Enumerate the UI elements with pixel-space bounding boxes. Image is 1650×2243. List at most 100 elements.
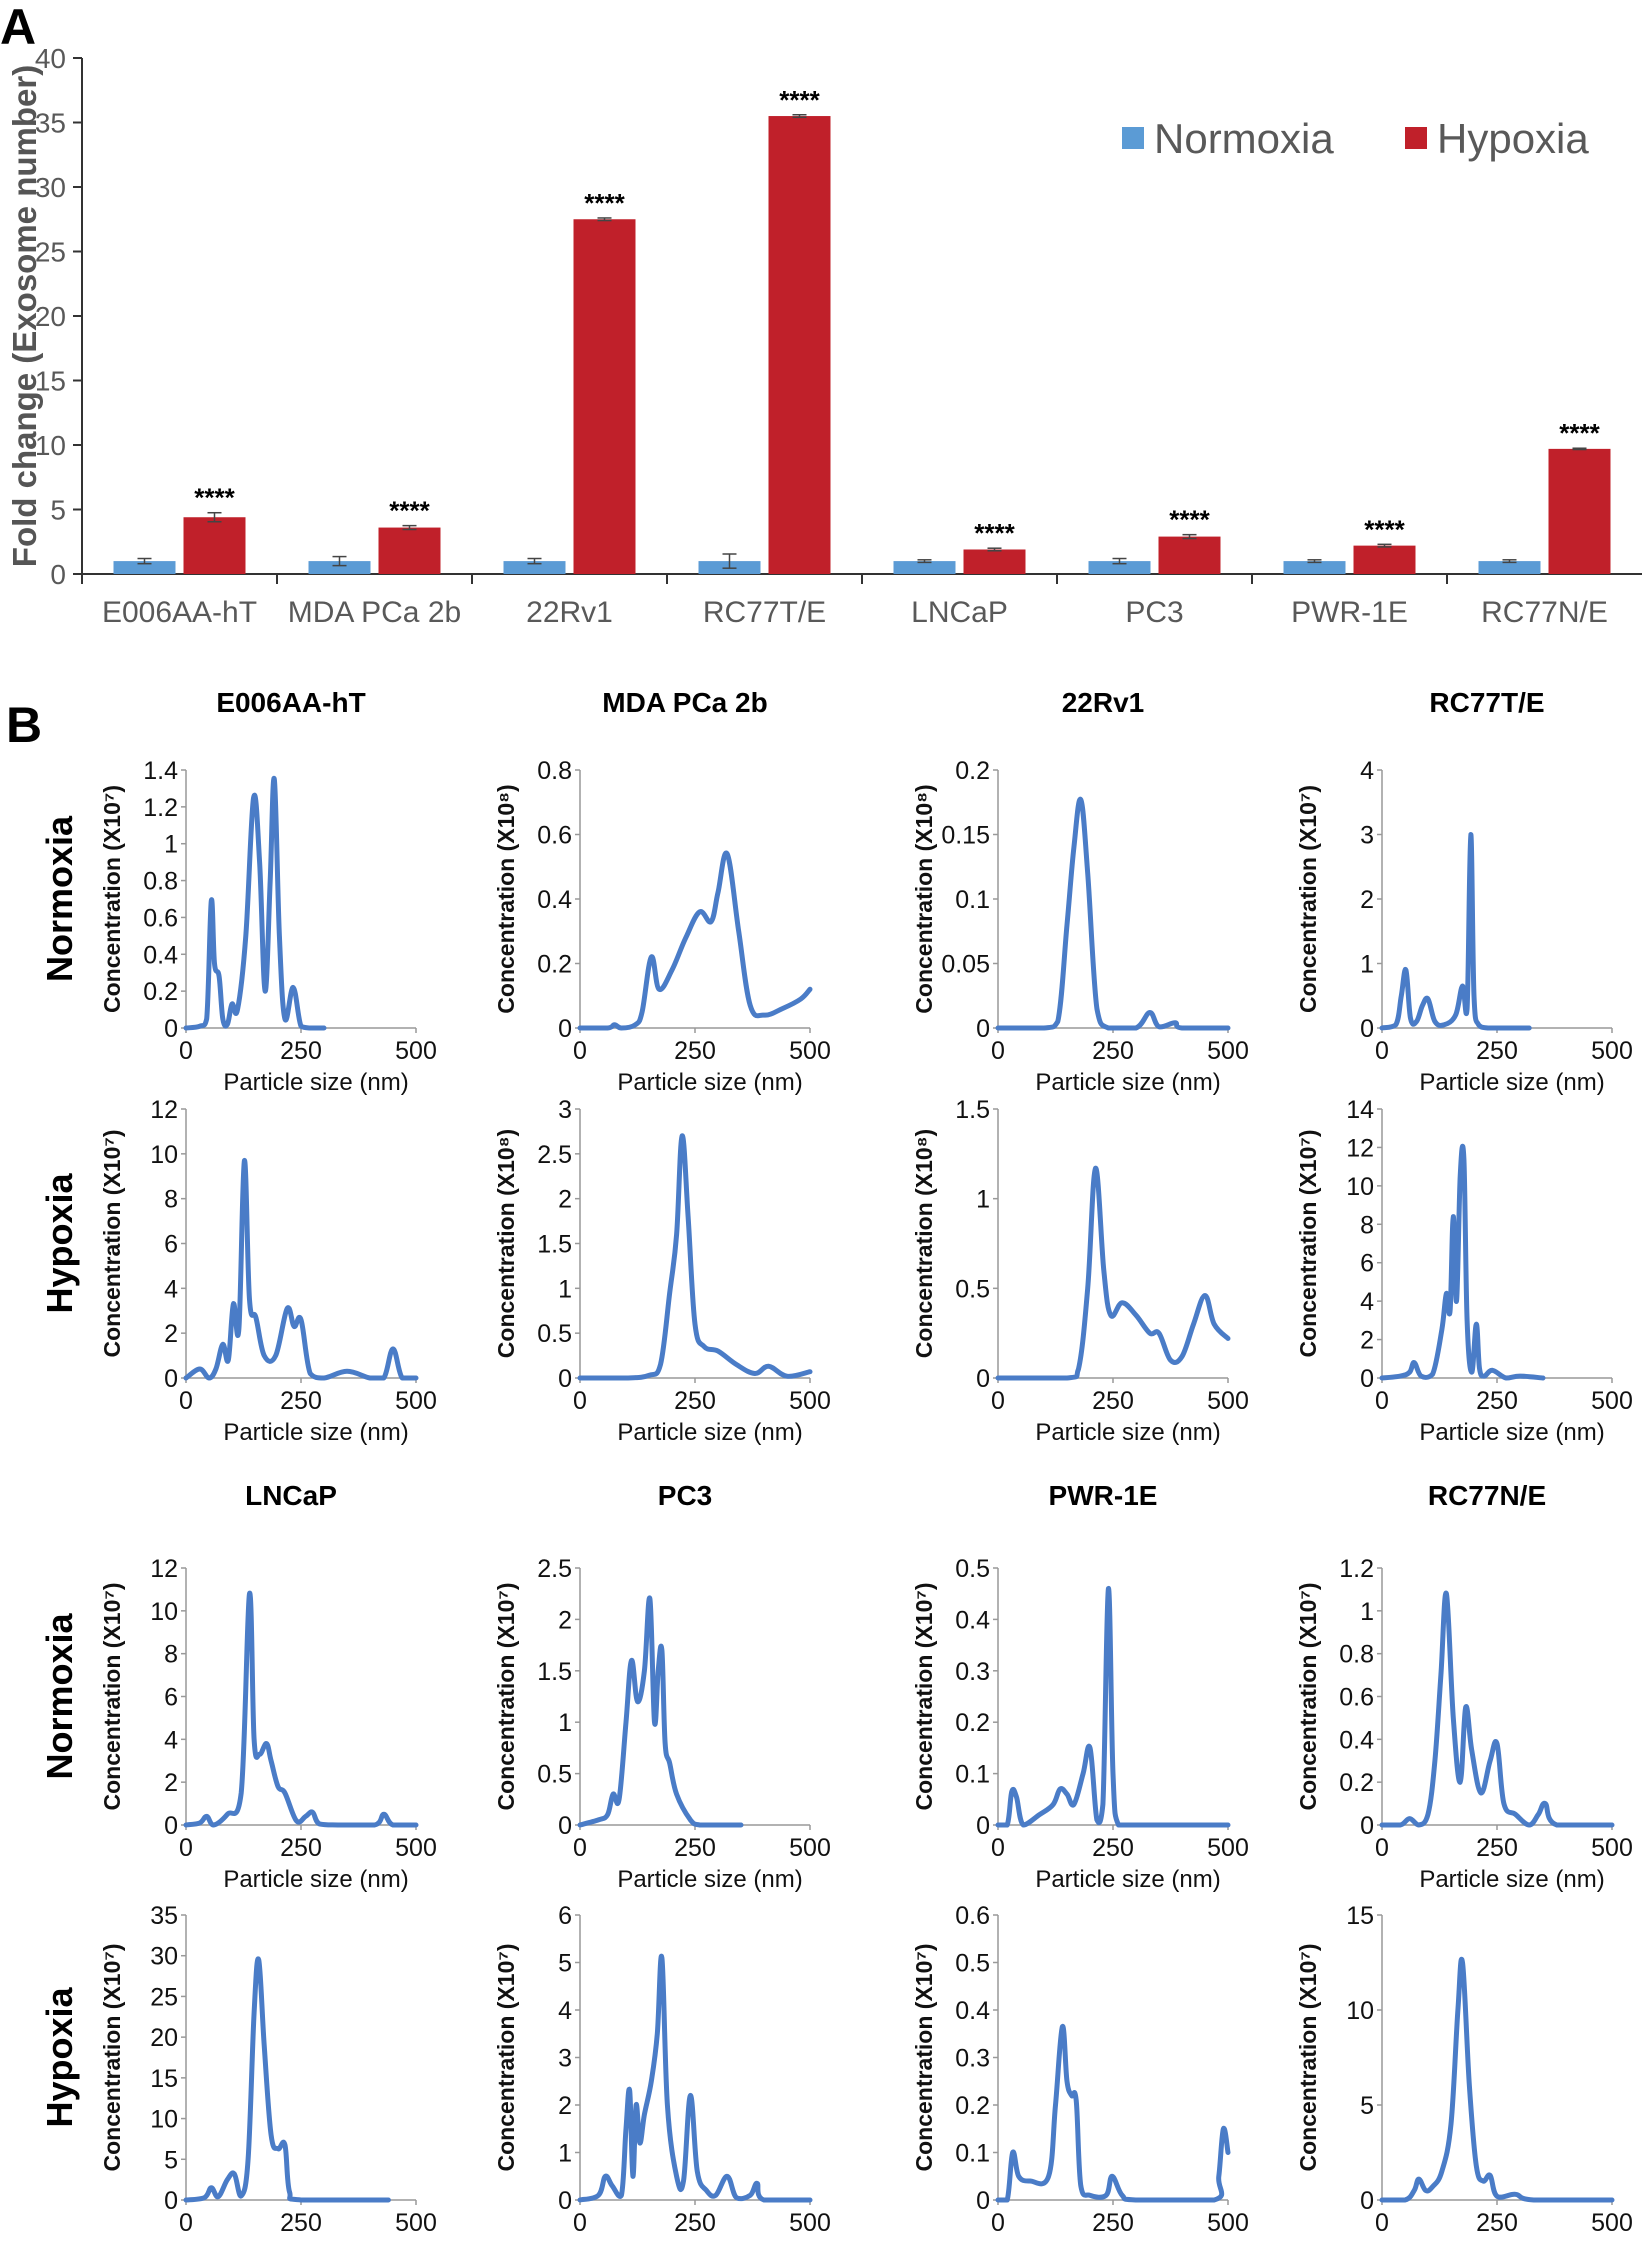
y-tick-label: 5 [558,1950,572,1978]
plot-pwr-1e-hypoxia: 0 0.1 0.2 0.3 0.4 0.5 0.6 0 250 500 Particle size … [911,1902,1249,2243]
x-tick-label: 250 [1476,1387,1518,1415]
x-axis-label: Particle size (nm) [223,1419,408,1446]
x-tick-label: 250 [280,1834,322,1862]
size-distribution-line [1379,1143,1546,1381]
y-tick-label: 2 [1360,886,1374,914]
x-tick-label: 250 [1092,1834,1134,1862]
x-tick-label: 0 [573,1037,587,1065]
category-label-lncap: LNCaP [911,596,1008,629]
size-distribution-line [577,1953,813,2203]
size-distribution-line [183,775,327,1031]
x-tick-label: 500 [395,1387,437,1415]
y-tick-label: 0.8 [1339,1641,1374,1669]
y-axis-label: Concentration (X10⁷) [1295,1943,1321,2171]
y-tick-label: 2 [164,1320,178,1348]
column-title-pc3: PC3 [658,1480,712,1511]
x-tick-label: 250 [280,2209,322,2237]
x-tick-label: 500 [1591,1037,1633,1065]
x-tick-label: 500 [1207,1834,1249,1862]
bar-normoxia-mda-pca-2b [308,561,371,574]
y-tick-label: 1.5 [537,1231,572,1259]
y-axis-label: Concentration (X10⁷) [911,1943,937,2171]
row-label-normoxia: Normoxia [39,1613,80,1780]
y-tick-label: 0.1 [955,2140,990,2168]
y-tick-label: 0 [1360,1365,1374,1393]
bar-hypoxia-22rv1 [573,219,636,574]
x-tick-label: 500 [789,1834,831,1862]
size-distribution-line [995,1586,1231,1828]
size-distribution-line [1379,831,1532,1031]
x-tick-label: 250 [1092,2209,1134,2237]
plot-mda-pca-2b-hypoxia: 0 0.5 1 1.5 2 2.5 3 0 250 500 Particle size (nm) Co… [493,1096,831,1446]
y-tick-label: 0.4 [1339,1726,1374,1754]
y-tick-label: 1.5 [955,1096,990,1124]
bar-hypoxia-rc77n-e [1548,448,1611,574]
y-tick-label: 6 [164,1231,178,1259]
y-tick-label: 0.2 [955,1709,990,1737]
y-tick-label: 0 [164,1812,178,1840]
y-tick-label: 10 [1346,1173,1374,1201]
y-tick-label: 8 [164,1186,178,1214]
plot-pc3-normoxia: PC3 0 0.5 1 1.5 2 2.5 0 250 500 Particle size (nm)… [493,1480,831,1893]
y-tick-label: 2 [558,1186,572,1214]
bar-hypoxia-lncap [963,549,1026,574]
size-distribution-line [995,1165,1231,1381]
size-distribution-line [995,796,1231,1031]
x-tick-label: 0 [573,1387,587,1415]
panel-b-label: B [6,697,42,753]
y-tick-label: 2 [1360,1327,1374,1355]
y-axis-label: Concentration (X10⁷) [493,1943,519,2171]
y-tick-label: 0.2 [1339,1769,1374,1797]
y-axis-label: Concentration (X10⁸) [911,1129,937,1358]
y-tick-label: 30 [35,172,66,203]
bar-normoxia-e006aa-ht [113,561,176,574]
size-distribution-line [1379,1590,1615,1828]
column-title-lncap: LNCaP [245,1480,337,1511]
x-axis-label: Particle size (nm) [1035,1069,1220,1096]
y-tick-label: 1.5 [537,1658,572,1686]
x-tick-label: 500 [1591,2209,1633,2237]
x-tick-label: 250 [1476,1834,1518,1862]
y-tick-label: 30 [150,1943,178,1971]
x-tick-label: 500 [395,1834,437,1862]
y-axis-label: Concentration (X10⁷) [99,1582,125,1810]
plot-pwr-1e-normoxia: PWR-1E 0 0.1 0.2 0.3 0.4 0.5 0 250 500 Particle si… [911,1480,1249,1893]
bar-normoxia-22rv1 [503,561,566,574]
y-tick-label: 0 [976,1015,990,1043]
x-tick-label: 500 [789,1387,831,1415]
y-tick-label: 1.2 [143,794,178,822]
y-tick-label: 0.4 [955,1997,990,2025]
y-tick-label: 1 [976,1186,990,1214]
y-tick-label: 2 [164,1769,178,1797]
y-tick-label: 4 [164,1726,178,1754]
x-axis-label: Particle size (nm) [617,2241,802,2243]
y-tick-label: 15 [35,366,66,397]
y-tick-label: 0.1 [955,886,990,914]
x-tick-label: 250 [674,1037,716,1065]
plot-22rv1-normoxia: 22Rv1 0 0.05 0.1 0.15 0.2 0 250 500 Particle size… [911,687,1249,1096]
y-tick-label: 10 [150,2106,178,2134]
x-tick-label: 250 [674,2209,716,2237]
y-tick-label: 0.4 [537,886,572,914]
y-axis-label: Concentration (X10⁸) [493,1129,519,1358]
y-tick-label: 5 [164,2146,178,2174]
y-tick-label: 35 [35,108,66,139]
legend-label-hypoxia: Hypoxia [1437,115,1589,162]
y-tick-label: 1.2 [1339,1555,1374,1583]
row-label-normoxia: Normoxia [39,815,80,982]
y-tick-label: 0.5 [537,1761,572,1789]
bar-normoxia-rc77n-e [1478,561,1541,574]
y-tick-label: 2.5 [537,1141,572,1169]
plot-pc3-hypoxia: 0 1 2 3 4 5 6 0 250 500 Particle size (nm) Concentr… [493,1902,831,2243]
significance-stars: **** [1559,418,1600,448]
x-axis-label: Particle size (nm) [1419,1866,1604,1893]
y-tick-label: 0 [1360,2187,1374,2215]
y-tick-label: 40 [35,43,66,74]
y-tick-label: 1 [558,2140,572,2168]
bar-hypoxia-rc77t-e [768,116,831,575]
x-tick-label: 250 [674,1387,716,1415]
x-tick-label: 500 [789,1037,831,1065]
y-tick-label: 0.3 [955,1658,990,1686]
